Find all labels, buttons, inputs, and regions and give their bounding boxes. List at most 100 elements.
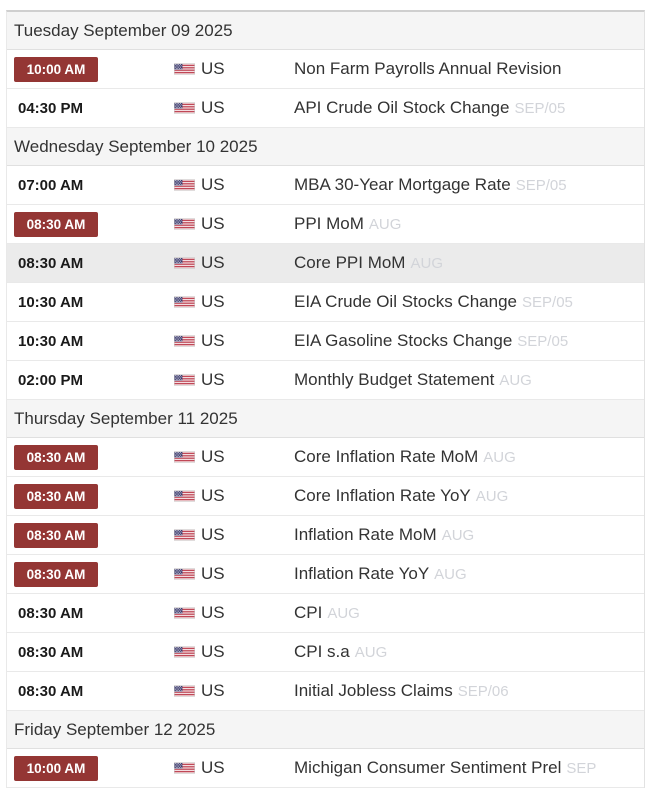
event-country-cell: US xyxy=(174,603,294,623)
event-name-link[interactable]: Inflation Rate YoY xyxy=(294,564,430,583)
calendar-event-row[interactable]: 10:00 AM xyxy=(7,50,644,89)
event-time-cell: 10:30 AM xyxy=(14,294,174,311)
us-flag-icon xyxy=(174,568,195,580)
us-flag-icon xyxy=(174,218,195,230)
event-name-link[interactable]: Core Inflation Rate MoM xyxy=(294,447,479,466)
event-country-cell: US xyxy=(174,564,294,584)
calendar-event-row[interactable]: 08:30 AM xyxy=(7,555,644,594)
us-flag-icon xyxy=(174,63,195,75)
event-time: 10:00 AM xyxy=(14,755,98,781)
us-flag-icon xyxy=(174,451,195,463)
us-flag-icon xyxy=(174,490,195,502)
event-cell: Inflation Rate MoM AUG xyxy=(294,525,644,545)
event-cell: CPI AUG xyxy=(294,603,644,623)
event-time-cell: 08:30 AM xyxy=(14,444,174,470)
event-name-link[interactable]: CPI s.a xyxy=(294,642,350,661)
us-flag-icon xyxy=(174,179,195,191)
date-header: Thursday September 11 2025 xyxy=(7,400,644,438)
event-reference-period: AUG xyxy=(434,566,467,583)
event-time: 08:30 AM xyxy=(14,561,98,587)
calendar-event-row[interactable]: 08:30 AM xyxy=(7,244,644,283)
event-time: 07:00 AM xyxy=(18,176,84,194)
event-country-cell: US xyxy=(174,175,294,195)
country-label: US xyxy=(201,486,225,505)
event-cell: Core PPI MoM AUG xyxy=(294,253,644,273)
event-time: 08:30 AM xyxy=(18,643,84,661)
event-country-cell: US xyxy=(174,292,294,312)
calendar-event-row[interactable]: 08:30 AM xyxy=(7,205,644,244)
event-name-link[interactable]: EIA Crude Oil Stocks Change xyxy=(294,292,518,311)
event-time: 10:30 AM xyxy=(18,332,84,350)
event-country-cell: US xyxy=(174,253,294,273)
event-name-link[interactable]: Monthly Budget Statement xyxy=(294,370,495,389)
event-reference-period: AUG xyxy=(368,216,402,233)
event-cell: Michigan Consumer Sentiment Prel SEP xyxy=(294,758,644,778)
event-cell: EIA Crude Oil Stocks Change SEP/05 xyxy=(294,292,644,312)
event-name-link[interactable]: Michigan Consumer Sentiment Prel xyxy=(294,758,562,777)
us-flag-icon xyxy=(174,529,195,541)
event-time: 10:30 AM xyxy=(18,293,84,311)
us-flag-icon xyxy=(174,646,195,658)
event-reference-period: AUG xyxy=(354,644,388,661)
event-name-link[interactable]: Non Farm Payrolls Annual Revision xyxy=(294,59,562,78)
event-time: 02:00 PM xyxy=(18,371,84,389)
calendar-event-row[interactable]: 02:00 PM xyxy=(7,361,644,400)
event-time-cell: 04:30 PM xyxy=(14,100,174,117)
event-time-cell: 10:00 AM xyxy=(14,56,174,82)
calendar-event-row[interactable]: 08:30 AM xyxy=(7,516,644,555)
event-cell: Inflation Rate YoY AUG xyxy=(294,564,644,584)
event-country-cell: US xyxy=(174,214,294,234)
event-name-link[interactable]: CPI xyxy=(294,603,323,622)
event-name-link[interactable]: API Crude Oil Stock Change xyxy=(294,98,510,117)
calendar-event-row[interactable]: 10:00 AM xyxy=(7,749,644,788)
event-name-link[interactable]: EIA Gasoline Stocks Change xyxy=(294,331,513,350)
event-time-cell: 08:30 AM xyxy=(14,255,174,272)
country-label: US xyxy=(201,59,225,78)
event-name-link[interactable]: Core PPI MoM xyxy=(294,253,406,272)
calendar-event-row[interactable]: 08:30 AM xyxy=(7,633,644,672)
event-name-link[interactable]: Initial Jobless Claims xyxy=(294,681,453,700)
event-cell: Monthly Budget Statement AUG xyxy=(294,370,644,390)
event-cell: MBA 30-Year Mortgage Rate SEP/05 xyxy=(294,175,644,195)
event-time: 08:30 AM xyxy=(18,254,84,272)
event-name-link[interactable]: Inflation Rate MoM xyxy=(294,525,437,544)
us-flag-icon xyxy=(174,685,195,697)
calendar-event-row[interactable]: 08:30 AM xyxy=(7,594,644,633)
us-flag-icon xyxy=(174,374,195,386)
event-name-link[interactable]: MBA 30-Year Mortgage Rate xyxy=(294,175,511,194)
event-reference-period: SEP/06 xyxy=(457,683,509,700)
event-cell: Core Inflation Rate MoM AUG xyxy=(294,447,644,467)
event-cell: PPI MoM AUG xyxy=(294,214,644,234)
calendar-event-row[interactable]: 08:30 AM xyxy=(7,477,644,516)
calendar-event-row[interactable]: 04:30 PM xyxy=(7,89,644,128)
calendar-event-row[interactable]: 10:30 AM xyxy=(7,283,644,322)
country-label: US xyxy=(201,292,225,311)
event-country-cell: US xyxy=(174,59,294,79)
calendar-event-row[interactable]: 08:30 AM xyxy=(7,438,644,477)
event-reference-period: AUG xyxy=(499,372,532,389)
country-label: US xyxy=(201,370,225,389)
event-reference-period: AUG xyxy=(410,255,443,272)
event-time: 08:30 AM xyxy=(14,211,98,237)
calendar-event-row[interactable]: 08:30 AM xyxy=(7,672,644,711)
event-time: 08:30 AM xyxy=(18,682,84,700)
date-header: Tuesday September 09 2025 xyxy=(7,12,644,50)
country-label: US xyxy=(201,525,225,544)
country-label: US xyxy=(201,758,225,777)
event-country-cell: US xyxy=(174,642,294,662)
country-label: US xyxy=(201,175,225,194)
country-label: US xyxy=(201,253,225,272)
event-name-link[interactable]: PPI MoM xyxy=(294,214,364,233)
event-name-link[interactable]: Core Inflation Rate YoY xyxy=(294,486,471,505)
event-reference-period: SEP/05 xyxy=(514,100,566,117)
economic-calendar: Tuesday September 09 2025 10:00 AM xyxy=(6,10,645,788)
event-time-cell: 08:30 AM xyxy=(14,522,174,548)
calendar-event-row[interactable]: 07:00 AM xyxy=(7,166,644,205)
event-time: 08:30 AM xyxy=(18,604,84,622)
calendar-event-row[interactable]: 10:30 AM xyxy=(7,322,644,361)
event-time: 10:00 AM xyxy=(14,56,98,82)
event-reference-period: AUG xyxy=(475,488,509,505)
country-label: US xyxy=(201,214,225,233)
country-label: US xyxy=(201,642,225,661)
event-reference-period: SEP/05 xyxy=(515,177,567,194)
